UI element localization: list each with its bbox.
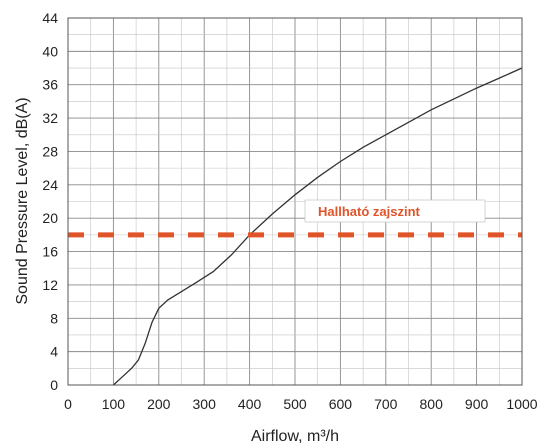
y-tick-label: 28 [42, 143, 58, 159]
y-tick-label: 32 [42, 110, 58, 126]
x-tick-label: 400 [238, 396, 262, 412]
x-tick-label: 1000 [506, 396, 537, 412]
x-tick-label: 200 [147, 396, 171, 412]
y-tick-labels: 0 4 8 12 16 20 24 28 32 36 40 44 [42, 10, 58, 393]
x-tick-label: 700 [374, 396, 398, 412]
y-tick-label: 0 [50, 377, 58, 393]
plot-frame [67, 17, 523, 386]
y-tick-label: 8 [50, 310, 58, 326]
y-tick-label: 16 [42, 244, 58, 260]
y-axis-label: Sound Pressure Level, dB(A) [14, 97, 31, 304]
y-tick-label: 20 [42, 210, 58, 226]
reference-label-box [304, 199, 486, 223]
x-tick-label: 900 [465, 396, 489, 412]
y-tick-label: 36 [42, 77, 58, 93]
y-tick-label: 4 [50, 344, 58, 360]
x-tick-label: 100 [102, 396, 126, 412]
y-tick-label: 44 [42, 10, 58, 26]
y-tick-label: 24 [42, 177, 58, 193]
x-tick-label: 600 [329, 396, 353, 412]
y-tick-label: 40 [42, 43, 58, 59]
y-tick-label: 12 [42, 277, 58, 293]
x-axis-label: Airflow, m³/h [251, 428, 339, 445]
x-tick-label: 800 [420, 396, 444, 412]
x-tick-label: 300 [193, 396, 217, 412]
x-tick-label: 500 [283, 396, 307, 412]
x-tick-labels: 0 100 200 300 400 500 600 700 800 900 1000 [64, 396, 538, 412]
x-tick-label: 0 [64, 396, 72, 412]
reference-line-label: Hallható zajszint [318, 204, 421, 219]
